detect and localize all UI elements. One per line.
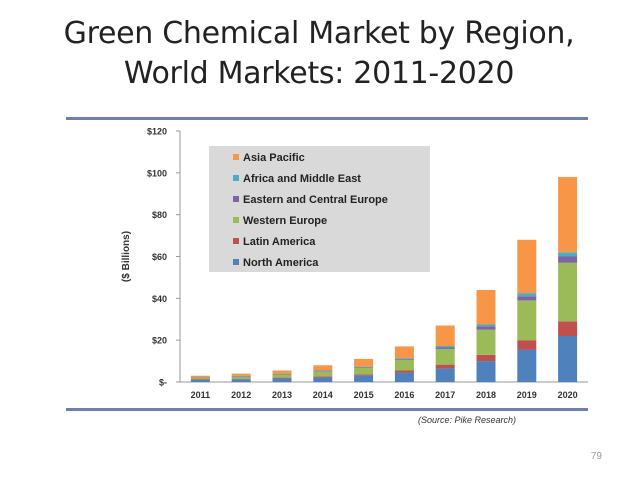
x-tick-label: 2017 xyxy=(435,390,455,400)
bar-segment xyxy=(558,321,578,336)
bar-segment xyxy=(517,340,537,350)
bar-segment xyxy=(517,300,537,341)
bar-segment xyxy=(313,365,333,371)
legend-swatch xyxy=(233,175,239,181)
bar-segment xyxy=(394,346,414,359)
bar-segment xyxy=(476,324,496,327)
bar-segment xyxy=(517,293,537,297)
bar-segment xyxy=(313,371,333,372)
legend-entry: Eastern and Central Europe xyxy=(243,194,388,206)
x-tick-label: 2016 xyxy=(394,390,414,400)
source-note: (Source: Pike Research) xyxy=(418,415,516,425)
bar-segment xyxy=(476,354,496,362)
legend-entry: Africa and Middle East xyxy=(243,173,361,185)
bar-segment xyxy=(435,347,455,349)
bar-segment xyxy=(231,373,251,376)
x-tick-label: 2019 xyxy=(517,390,537,400)
bar-segment xyxy=(190,375,210,378)
bar-segment xyxy=(190,377,210,380)
bar-segment xyxy=(190,379,210,382)
legend-entry: Latin America xyxy=(243,236,316,248)
legend-entry: North America xyxy=(243,257,319,269)
bar-segment xyxy=(354,375,374,382)
bar-segment xyxy=(435,368,455,382)
bar-segment xyxy=(354,367,374,375)
bar-segment xyxy=(476,326,496,330)
x-tick-label: 2011 xyxy=(191,390,211,400)
bar-segment xyxy=(354,374,374,376)
x-tick-label: 2015 xyxy=(354,390,374,400)
bar-segment xyxy=(231,379,251,382)
bar-segment xyxy=(558,262,578,322)
bar-segment xyxy=(354,358,374,367)
bar-segment xyxy=(558,252,578,257)
x-tick-label: 2014 xyxy=(313,390,333,400)
bar-segment xyxy=(517,296,537,301)
bar-segment xyxy=(394,358,414,360)
bar-segment xyxy=(435,346,455,348)
bar-segment xyxy=(476,289,496,325)
y-tick-label: $100 xyxy=(147,168,167,178)
bar-segment xyxy=(231,376,251,379)
legend-swatch xyxy=(233,196,239,202)
slide-title-line-2: World Markets: 2011-2020 xyxy=(123,56,515,91)
bar-segment xyxy=(476,361,496,382)
x-tick-label: 2020 xyxy=(558,390,578,400)
legend-entry: Asia Pacific xyxy=(243,152,305,164)
bar-segment xyxy=(354,366,374,367)
legend-swatch xyxy=(233,238,239,244)
bar-segment xyxy=(272,370,292,374)
frame-top-rule xyxy=(66,117,588,120)
bar-segment xyxy=(272,374,292,375)
legend-swatch xyxy=(233,259,239,265)
y-axis-title: ($ Billions) xyxy=(121,231,132,282)
bar-segment xyxy=(313,371,333,377)
bar-segment xyxy=(313,377,333,382)
x-tick-label: 2012 xyxy=(231,390,251,400)
bar-segment xyxy=(394,372,414,382)
bar-segment xyxy=(190,379,210,380)
y-tick-label: $80 xyxy=(152,210,167,220)
bar-segment xyxy=(558,256,578,263)
bar-segment xyxy=(394,359,414,361)
bar-segment xyxy=(272,377,292,379)
bar-segment xyxy=(272,378,292,382)
bar-segment xyxy=(435,348,455,365)
legend-swatch xyxy=(233,217,239,223)
y-tick-label: $60 xyxy=(152,252,167,262)
legend-entry: Western Europe xyxy=(243,215,327,227)
y-tick-label: $- xyxy=(159,378,167,388)
bar-segment xyxy=(231,375,251,377)
bar-segment xyxy=(313,370,333,372)
page-number: 79 xyxy=(590,451,602,462)
y-tick-label: $40 xyxy=(152,294,167,304)
x-tick-label: 2013 xyxy=(272,390,292,400)
bar-segment xyxy=(313,376,333,378)
bar-segment xyxy=(558,335,578,382)
bar-segment xyxy=(558,177,578,253)
x-tick-label: 2018 xyxy=(476,390,496,400)
legend-box xyxy=(209,146,430,272)
bar-segment xyxy=(517,239,537,294)
slide-title: Green Chemical Market by Region, World M… xyxy=(0,14,638,94)
bar-segment xyxy=(476,329,496,355)
bar-segment xyxy=(231,378,251,380)
bar-segment xyxy=(272,374,292,378)
y-tick-label: $20 xyxy=(152,336,167,346)
bar-segment xyxy=(272,373,292,375)
y-tick-label: $120 xyxy=(147,127,167,137)
slide-title-line-1: Green Chemical Market by Region, xyxy=(63,16,575,51)
bar-segment xyxy=(394,360,414,371)
frame-bottom-rule xyxy=(66,408,588,411)
bar-segment xyxy=(435,364,455,369)
bar-segment xyxy=(394,370,414,373)
bar-segment xyxy=(517,349,537,382)
bar-segment xyxy=(190,377,210,378)
bar-segment xyxy=(435,325,455,347)
legend-swatch xyxy=(233,154,239,160)
bar-segment xyxy=(354,366,374,368)
